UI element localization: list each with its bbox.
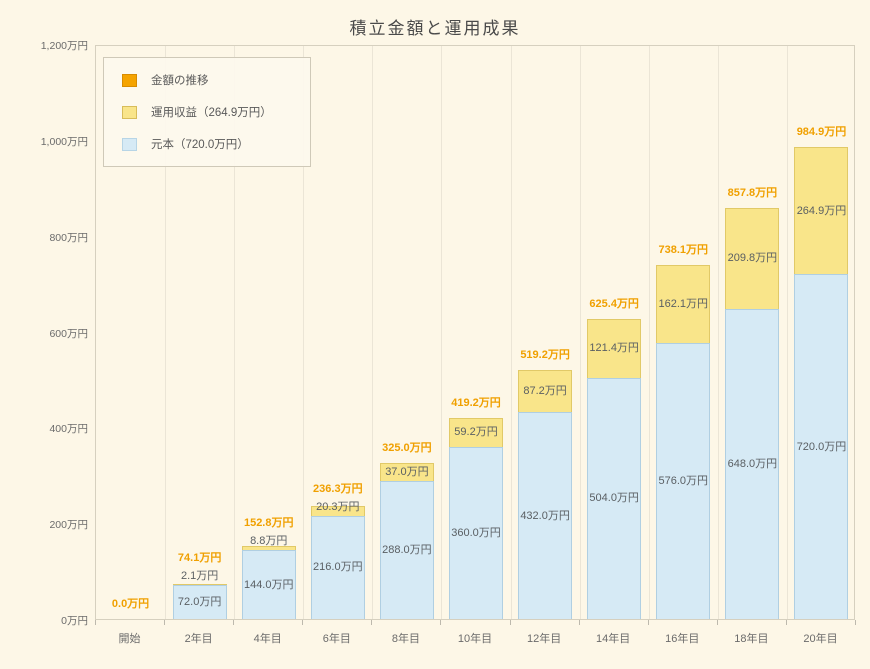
vertical-gridline [579, 46, 581, 619]
principal-bar-segment[interactable] [310, 515, 365, 619]
profit-bar-segment[interactable] [241, 545, 296, 550]
profit-bar-segment[interactable] [794, 147, 849, 274]
principal-bar-segment[interactable] [587, 377, 642, 619]
x-axis-tick-label: 18年目 [734, 633, 769, 645]
vertical-gridline [234, 46, 236, 619]
profit-bar-segment[interactable] [725, 207, 780, 309]
y-axis-tick-label: 1,000万円 [40, 135, 88, 148]
x-axis-tick-label: 開始 [118, 633, 141, 645]
x-axis-tick-mark [371, 620, 373, 625]
principal-bar-segment[interactable] [725, 308, 780, 619]
profit-bar-segment[interactable] [310, 505, 365, 516]
profit-bar-segment[interactable] [449, 418, 503, 447]
x-axis-tick-label: 14年目 [596, 633, 631, 645]
x-axis-tick-mark [647, 620, 649, 625]
principal-bar-segment[interactable] [656, 343, 711, 619]
profit-bar-segment[interactable] [172, 583, 227, 585]
x-axis-tick-mark [164, 620, 166, 625]
x-axis-tick-mark [578, 620, 580, 625]
legend-item[interactable]: 運用収益（264.9万円） [104, 96, 310, 128]
principal-bar-segment[interactable] [518, 412, 573, 619]
x-axis-tick-label: 16年目 [665, 633, 700, 645]
y-axis-tick-label: 1,200万円 [40, 40, 88, 52]
profit-bar-segment[interactable] [518, 370, 573, 412]
plot-area: 0.0万円 74.1万円 2.1万円 72.0万円 152.8万円 8.8万円 144.0万… [95, 45, 855, 620]
vertical-gridline [303, 46, 305, 619]
y-axis-tick-label: 400万円 [49, 423, 88, 436]
legend-swatch-icon [122, 73, 137, 87]
legend-label: 運用収益（264.9万円） [151, 107, 272, 119]
x-axis-tick-label: 2年目 [184, 633, 213, 645]
vertical-gridline [786, 46, 788, 619]
x-axis-tick-label: 20年目 [803, 633, 838, 645]
x-axis-tick-label: 8年目 [391, 633, 420, 645]
vertical-gridline [717, 46, 719, 619]
principal-bar-segment[interactable] [794, 274, 849, 619]
vertical-gridline [510, 46, 512, 619]
x-axis-tick-label: 12年目 [526, 633, 562, 645]
x-axis-tick-label: 10年目 [457, 633, 493, 645]
principal-bar-segment[interactable] [241, 550, 296, 619]
legend-label: 元本（720.0万円） [151, 139, 249, 151]
vertical-gridline [648, 46, 650, 619]
x-axis-tick-mark [302, 620, 304, 625]
chart-title: 積立金額と運用成果 [349, 19, 521, 38]
x-axis-tick-label: 4年目 [253, 633, 282, 645]
legend-label: 金額の推移 [151, 75, 209, 87]
x-axis-tick-mark [95, 620, 96, 625]
profit-bar-segment[interactable] [587, 319, 642, 378]
x-axis-tick-mark [855, 620, 856, 625]
vertical-gridline [165, 46, 167, 619]
x-axis-tick-mark [233, 620, 235, 625]
x-axis-tick-label: 6年目 [322, 633, 351, 645]
legend-item[interactable]: 金額の推移 [104, 64, 310, 96]
legend: 金額の推移運用収益（264.9万円） 元本（720.0万円） [103, 57, 311, 167]
vertical-gridline [372, 46, 374, 619]
x-axis-tick-mark [440, 620, 442, 625]
y-axis-tick-label: 0万円 [61, 615, 88, 627]
legend-swatch-icon [122, 137, 137, 151]
y-axis-tick-label: 200万円 [49, 519, 88, 532]
profit-bar-segment[interactable] [379, 463, 434, 481]
legend-item[interactable]: 元本（720.0万円） [104, 128, 310, 160]
principal-bar-segment[interactable] [172, 584, 227, 619]
principal-bar-segment[interactable] [379, 481, 434, 619]
y-axis-tick-label: 800万円 [49, 231, 88, 244]
principal-bar-segment[interactable] [449, 446, 503, 619]
x-axis-tick-mark [716, 620, 718, 625]
legend-swatch-icon [122, 105, 137, 119]
x-axis-tick-mark [509, 620, 511, 625]
profit-bar-segment[interactable] [656, 265, 711, 343]
y-axis-tick-label: 600万円 [49, 327, 88, 340]
x-axis-tick-mark [785, 620, 787, 625]
vertical-gridline [441, 46, 443, 619]
